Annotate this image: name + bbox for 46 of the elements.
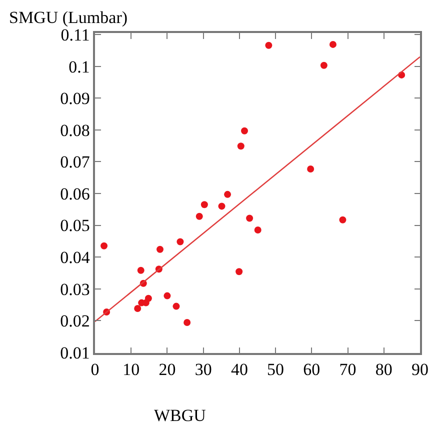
y-tick-label: 0.05 [60,216,90,236]
point [265,42,272,49]
point [137,266,144,274]
point [100,242,108,250]
y-tick-label: 0.09 [60,89,90,108]
point [307,166,314,173]
x-tick-label: 20 [158,360,176,380]
x-tick-label: 30 [194,360,212,380]
x-tick-label: 90 [412,360,428,380]
point [184,318,191,326]
x-tick-label: 0 [90,360,100,380]
point [218,202,226,210]
point [246,214,254,222]
point [237,142,244,150]
y-tick-label: 0.04 [60,248,90,267]
y-axis-title: SMGU (Lumbar) [9,8,128,27]
point [172,302,180,310]
point [176,238,184,246]
y-tick-label: 0.1 [68,57,90,76]
point [236,268,243,276]
point [200,201,208,208]
x-tick-label: 10 [122,360,140,380]
x-tick-label: 70 [339,360,356,380]
x-tick-label: 40 [230,360,248,380]
point [254,226,262,234]
point [144,294,152,302]
point [329,40,336,48]
point [164,292,171,300]
y-tick-label: 0.06 [60,184,90,204]
x-tick-label: 50 [267,360,284,380]
y-tick-label: 0.08 [60,120,90,140]
x-axis-title: WBGU [154,406,206,425]
point [224,190,232,198]
y-tick-label: 0.11 [60,26,90,45]
y-tick-label: 0.07 [60,152,90,172]
point [339,216,346,224]
y-tick-label: 0.01 [60,343,90,362]
point [156,246,164,253]
y-tick-label: 0.02 [60,312,90,331]
y-tick-label: 0.03 [60,280,90,299]
point [196,212,203,220]
point [134,305,142,312]
point [241,127,248,134]
x-tick-label: 80 [375,360,392,380]
x-tick-label: 60 [303,360,320,380]
point [320,62,328,69]
